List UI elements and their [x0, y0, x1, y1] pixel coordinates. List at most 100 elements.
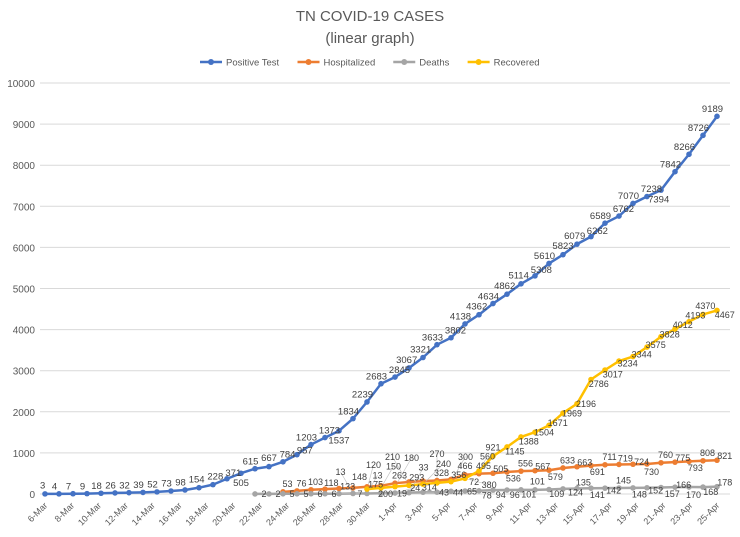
data-label: 4634	[478, 291, 499, 302]
x-tick-label: 30-Mar	[345, 500, 372, 527]
data-point	[700, 484, 706, 490]
data-label: 505	[233, 478, 249, 489]
data-point	[308, 441, 314, 448]
data-point	[280, 490, 286, 497]
data-point	[322, 490, 328, 497]
data-label: 4467	[715, 310, 735, 320]
data-point	[602, 367, 608, 373]
data-label: 101	[521, 490, 536, 500]
data-label: 3	[40, 481, 45, 492]
data-label: 19	[397, 488, 407, 498]
data-label: 7238	[641, 184, 662, 195]
data-label: 2239	[352, 390, 373, 401]
data-point	[672, 326, 678, 332]
data-point	[504, 487, 510, 493]
data-point	[434, 480, 440, 486]
y-tick-label: 3000	[13, 367, 36, 378]
data-point	[56, 491, 62, 497]
data-label: 175	[368, 480, 383, 490]
data-label: 5	[303, 489, 308, 499]
data-label: 73	[161, 479, 172, 490]
data-point	[672, 484, 678, 490]
data-point	[364, 486, 370, 492]
data-label: 691	[590, 467, 605, 477]
x-tick-label: 18-Mar	[183, 500, 210, 527]
data-label: 793	[688, 463, 703, 473]
data-point	[644, 461, 650, 467]
data-label: 4362	[466, 302, 487, 313]
data-label: 380	[482, 480, 497, 490]
points-layer	[42, 113, 720, 497]
data-point	[504, 469, 510, 475]
chart-title: TN COVID-19 CASES	[295, 8, 445, 25]
data-label: 667	[261, 453, 277, 464]
x-tick-label: 3-Apr	[403, 500, 426, 523]
data-point	[490, 487, 496, 493]
data-point	[630, 353, 636, 360]
data-label: 168	[703, 487, 718, 497]
x-tick-label: 22-Mar	[237, 500, 264, 527]
data-label: 724	[634, 457, 649, 467]
data-label: 663	[577, 457, 592, 467]
data-point	[686, 484, 692, 490]
leader-line	[464, 478, 490, 486]
data-point	[126, 489, 132, 496]
data-label: 579	[548, 472, 563, 482]
leader-line	[394, 487, 416, 494]
data-point	[588, 462, 594, 469]
x-tick-label: 8-Mar	[53, 500, 77, 524]
data-label: 4	[52, 482, 57, 493]
y-tick-label: 0	[29, 490, 35, 501]
data-label: 371	[225, 468, 241, 479]
data-label: 152	[648, 485, 663, 495]
data-point	[154, 489, 160, 495]
data-label: 300	[458, 452, 473, 462]
data-label: 719	[618, 453, 633, 463]
x-tick-label: 19-Apr	[615, 500, 641, 526]
data-label: 466	[457, 461, 472, 471]
leader-line	[392, 456, 410, 486]
data-label: 8266	[674, 142, 695, 153]
y-tick-label: 6000	[13, 243, 36, 254]
x-tick-label: 1-Apr	[376, 500, 399, 523]
data-point	[336, 428, 342, 434]
data-label: 2	[275, 489, 280, 499]
data-label: 293	[409, 473, 424, 483]
data-label: 775	[675, 453, 690, 463]
data-point	[574, 463, 580, 470]
data-label: 3575	[646, 340, 666, 350]
data-label: 65	[467, 487, 477, 497]
data-label: 120	[366, 460, 381, 470]
legend-marker	[208, 59, 214, 65]
data-label: 6079	[564, 231, 585, 242]
data-label: 921	[485, 442, 500, 452]
data-point	[448, 488, 454, 495]
x-tick-label: 14-Mar	[130, 500, 157, 527]
legend-label: Hospitalized	[324, 58, 376, 69]
data-point	[518, 281, 524, 287]
data-label: 2683	[366, 371, 387, 382]
data-point	[546, 486, 552, 493]
data-point	[644, 193, 650, 200]
data-point	[574, 485, 580, 492]
data-point	[644, 484, 650, 491]
data-point	[308, 490, 314, 497]
data-point	[588, 485, 594, 492]
data-label: 495	[476, 461, 491, 471]
data-label: 821	[717, 451, 732, 461]
data-point	[294, 490, 300, 497]
data-point	[504, 291, 510, 297]
data-label: 536	[506, 474, 521, 484]
x-tick-label: 23-Apr	[668, 500, 694, 526]
data-label: 94	[496, 490, 506, 500]
leader-line	[340, 471, 354, 494]
data-point	[462, 475, 468, 482]
data-label: 4138	[450, 312, 471, 323]
data-point	[364, 490, 370, 497]
data-point	[546, 260, 552, 267]
data-point	[504, 444, 510, 450]
data-point	[350, 490, 356, 497]
data-point	[700, 457, 706, 464]
data-point	[630, 485, 636, 491]
grid-layer	[40, 82, 730, 495]
